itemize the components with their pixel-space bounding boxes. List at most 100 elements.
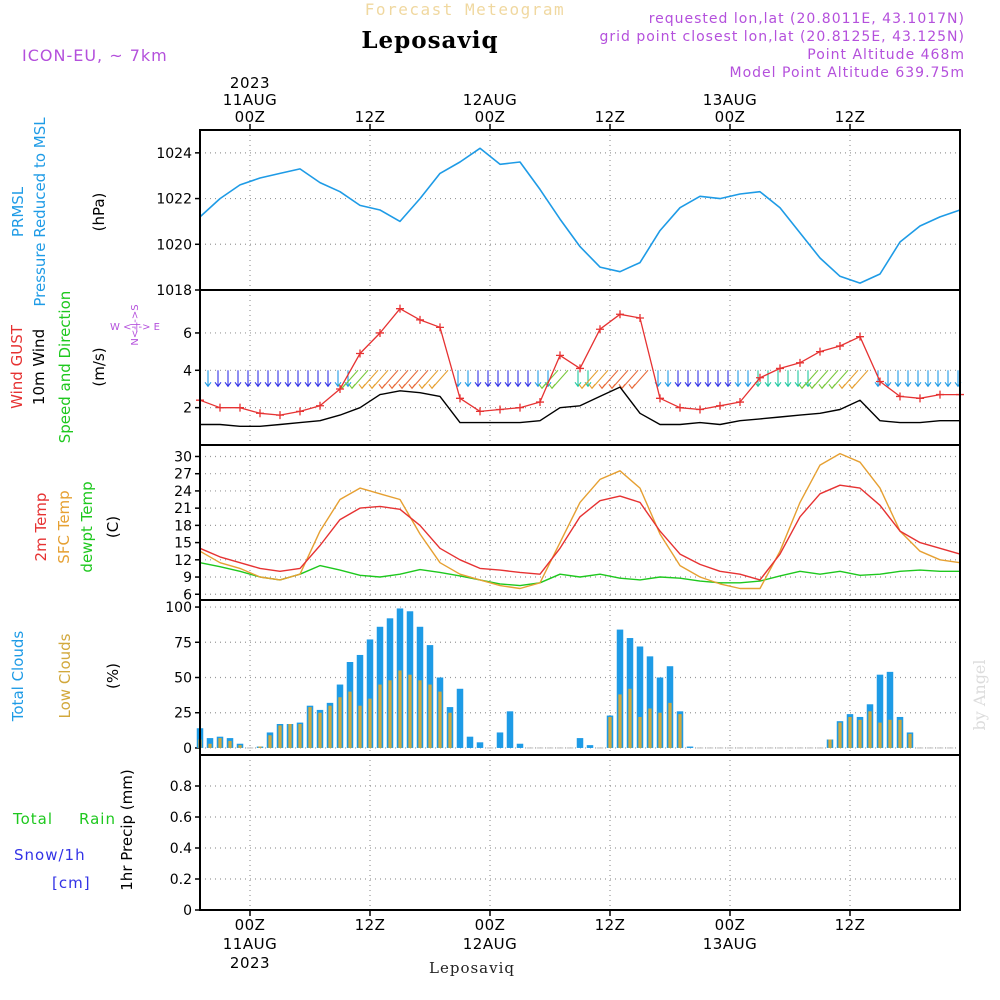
gust-marker bbox=[236, 403, 244, 412]
gust-marker bbox=[676, 403, 684, 412]
wind-arrow-head bbox=[534, 381, 542, 388]
gust-marker bbox=[796, 358, 804, 367]
wind-arrow-head bbox=[484, 381, 492, 388]
wind-arrow-head bbox=[274, 381, 282, 388]
requested-coords: requested lon,lat (20.8011E, 43.1017N) bbox=[649, 11, 965, 27]
low-cloud-bar bbox=[638, 716, 642, 748]
precip-rain-label: Rain bbox=[79, 810, 116, 828]
low-cloud-bar bbox=[358, 705, 362, 748]
low-cloud-bar bbox=[408, 674, 412, 748]
low-cloud-bar bbox=[908, 733, 912, 748]
compass-we: W <-|-> E bbox=[110, 322, 160, 333]
low-cloud-bar bbox=[228, 740, 232, 748]
grid-coords: grid point closest lon,lat (20.8125E, 43… bbox=[599, 29, 965, 45]
wind-arrow-head bbox=[684, 381, 692, 388]
dewpoint-line bbox=[199, 562, 960, 587]
time-label-top: 12AUG bbox=[463, 91, 517, 109]
wind-arrow-head bbox=[848, 383, 856, 390]
total-cloud-bar bbox=[366, 639, 374, 748]
wind-arrow-head bbox=[784, 381, 792, 388]
wind-arrow-head bbox=[694, 381, 702, 388]
precip-snow-label: Snow/1h bbox=[14, 846, 86, 864]
sfc-label: SFC Temp bbox=[55, 490, 73, 563]
low-cloud-bar bbox=[838, 722, 842, 748]
time-label-bottom: 00Z bbox=[235, 916, 266, 934]
y-tick-label: 4 bbox=[183, 363, 192, 379]
temp2m-line bbox=[199, 484, 961, 581]
y-tick-label: 1020 bbox=[156, 237, 192, 253]
wind-arrow-head bbox=[914, 381, 922, 388]
time-label-bottom: 00Z bbox=[475, 916, 506, 934]
wind-arrow-head bbox=[818, 383, 826, 390]
gust-marker bbox=[536, 398, 544, 407]
watermark: by Angel bbox=[970, 659, 989, 730]
low-cloud-bar bbox=[398, 670, 402, 748]
low-cloud-bar bbox=[878, 722, 882, 748]
wind-arrow-head bbox=[798, 383, 806, 390]
y-tick-label: 0.6 bbox=[170, 810, 192, 826]
low-cloud-bar bbox=[898, 719, 902, 748]
low-cloud-bar bbox=[368, 698, 372, 748]
gust-marker bbox=[396, 304, 404, 313]
time-label-top: 13AUG bbox=[703, 91, 757, 109]
wind-arrow-head bbox=[398, 383, 406, 390]
wind-arrow-head bbox=[368, 383, 376, 390]
sfc-temp-line bbox=[199, 452, 961, 590]
wind-arrow-head bbox=[464, 381, 472, 388]
wind-arrow-head bbox=[358, 383, 366, 390]
y-tick-label: 6 bbox=[183, 587, 192, 603]
total-cloud-bar bbox=[616, 629, 624, 748]
gust-marker bbox=[496, 405, 504, 414]
wind-arrow-head bbox=[348, 383, 356, 390]
low-cloud-bar bbox=[378, 684, 382, 748]
dew-label: dewpt Temp bbox=[78, 481, 96, 572]
low-cloud-bar bbox=[388, 680, 392, 748]
wind-arrow-head bbox=[304, 381, 312, 388]
total-cloud-bar bbox=[456, 688, 464, 748]
low-cloud-bar bbox=[218, 738, 222, 748]
low-cloud-bar bbox=[678, 714, 682, 748]
low-cloud-bar bbox=[208, 743, 212, 748]
wind-arrow-head bbox=[744, 381, 752, 388]
clouds-unit: (%) bbox=[104, 663, 122, 689]
total-cloud-bar bbox=[356, 654, 364, 748]
cloud-axis-labels: Total Clouds Low Clouds (%) bbox=[9, 631, 122, 723]
total-cloud-bar bbox=[636, 646, 644, 748]
wind-arrow-head bbox=[774, 381, 782, 388]
total-cloud-bar bbox=[516, 743, 524, 748]
wind-arrow-head bbox=[934, 381, 942, 388]
wind-arrow-head bbox=[894, 381, 902, 388]
wind-arrow-head bbox=[254, 381, 262, 388]
y-tick-label: 15 bbox=[174, 536, 192, 552]
wind-arrow-head bbox=[838, 383, 846, 390]
total-cloud-bar bbox=[646, 656, 654, 748]
gust-marker bbox=[816, 347, 824, 356]
wind-arrow-head bbox=[284, 381, 292, 388]
gust-marker bbox=[356, 349, 364, 358]
chart-title-faint: Forecast Meteogram bbox=[365, 0, 565, 19]
pressure-line bbox=[199, 147, 961, 284]
y-tick-label: 27 bbox=[174, 467, 192, 483]
low-cloud-bar bbox=[318, 712, 322, 748]
gust-marker bbox=[836, 342, 844, 351]
gust-marker bbox=[316, 401, 324, 410]
wind-arrow-head bbox=[314, 381, 322, 388]
wind-arrow-head bbox=[494, 381, 502, 388]
low-cloud-bar bbox=[658, 712, 662, 748]
gust-marker bbox=[216, 403, 224, 412]
low-cloud-bar bbox=[448, 712, 452, 748]
temp-unit: (C) bbox=[104, 516, 122, 538]
low-cloud-bar bbox=[328, 705, 332, 748]
time-label-top: 00Z bbox=[235, 108, 266, 126]
y-tick-label: 1022 bbox=[156, 192, 192, 208]
y-tick-label: 0 bbox=[183, 903, 192, 919]
wind-arrow-head bbox=[578, 383, 586, 390]
gust-marker bbox=[736, 398, 744, 407]
gust-marker bbox=[576, 364, 584, 373]
y-tick-label: 0.2 bbox=[170, 872, 192, 888]
model-label: ICON-EU, ~ 7km bbox=[22, 46, 168, 65]
total-cloud-bar bbox=[496, 732, 504, 748]
total-cloud-bar bbox=[466, 736, 474, 748]
y-tick-label: 75 bbox=[174, 635, 192, 651]
